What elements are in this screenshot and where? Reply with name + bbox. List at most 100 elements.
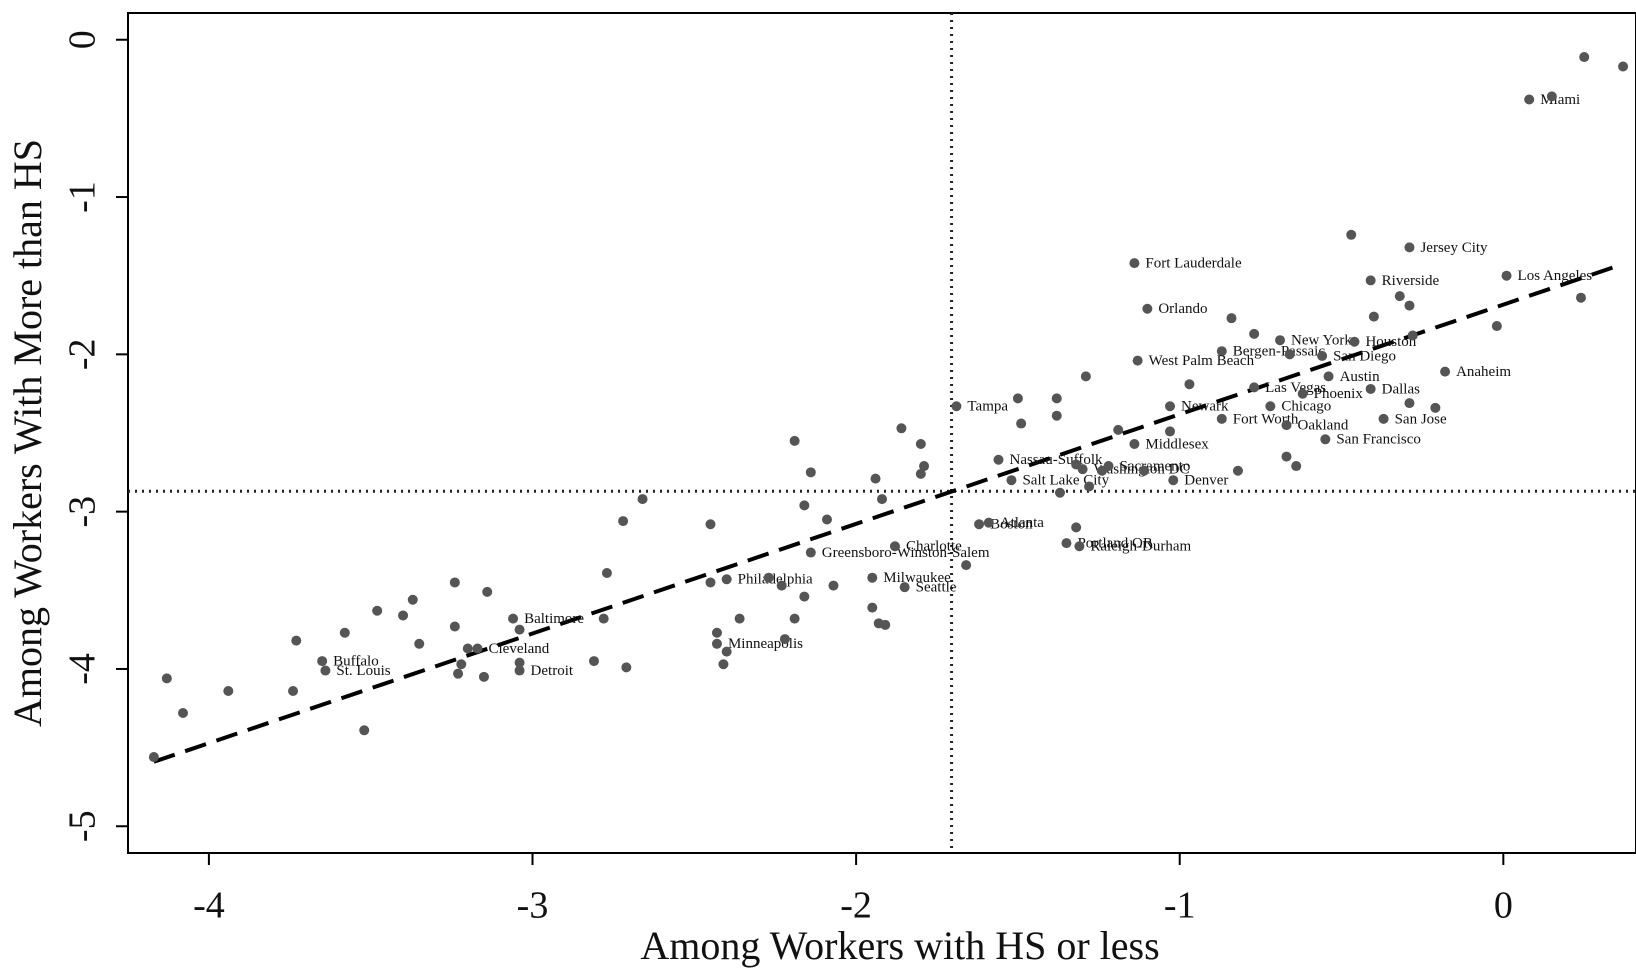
- point: [1216, 346, 1227, 357]
- point-label: Philadelphia: [738, 572, 813, 588]
- point: [867, 572, 878, 583]
- x-tick-label: -1: [1164, 885, 1196, 927]
- x-axis-label: Among Workers with HS or less: [640, 923, 1159, 968]
- point: [472, 643, 483, 654]
- point: [1346, 229, 1357, 240]
- point: [398, 610, 409, 621]
- point: [776, 580, 787, 591]
- point: [161, 673, 172, 684]
- point: [1404, 242, 1415, 253]
- point: [711, 627, 722, 638]
- point: [291, 635, 302, 646]
- point: [896, 423, 907, 434]
- point-label: Houston: [1365, 334, 1416, 350]
- point: [1016, 418, 1027, 429]
- point-label: St. Louis: [336, 663, 390, 679]
- point: [1546, 91, 1557, 102]
- point: [1061, 538, 1072, 549]
- point-label: Cleveland: [488, 641, 549, 657]
- point: [449, 577, 460, 588]
- point: [1284, 349, 1295, 360]
- point: [1129, 258, 1140, 269]
- point: [637, 494, 648, 505]
- point: [1113, 424, 1124, 435]
- point: [1501, 270, 1512, 281]
- point-label: Seattle: [916, 580, 957, 596]
- point: [993, 454, 1004, 465]
- point-label: San Diego: [1333, 348, 1396, 364]
- point: [514, 657, 525, 668]
- point: [178, 708, 189, 718]
- point: [148, 752, 159, 763]
- point-label: Portland OR: [1077, 536, 1152, 552]
- point: [598, 613, 609, 624]
- point: [1249, 328, 1260, 339]
- point: [1317, 350, 1328, 361]
- point-label: Jersey City: [1420, 240, 1488, 256]
- point-label: Tampa: [967, 399, 1008, 415]
- x-tick-label: -2: [840, 885, 872, 927]
- point: [1074, 541, 1085, 552]
- point: [621, 662, 632, 673]
- point: [1071, 459, 1082, 470]
- point: [1051, 410, 1062, 421]
- fit-line: [153, 264, 1618, 764]
- point: [1249, 382, 1260, 393]
- plot-frame: [127, 12, 1636, 854]
- y-tick-label: -1: [62, 181, 104, 213]
- point-label: Chicago: [1281, 399, 1331, 415]
- point-label: Salt Lake City: [1022, 473, 1109, 489]
- point-label: San Francisco: [1336, 432, 1421, 448]
- point: [1430, 402, 1441, 413]
- point: [1051, 393, 1062, 404]
- point: [1404, 398, 1415, 409]
- point: [1378, 413, 1389, 424]
- point-label: Anaheim: [1456, 364, 1511, 380]
- point: [1297, 388, 1308, 399]
- point-label: Bergen-Passaic: [1233, 344, 1326, 360]
- point: [951, 401, 962, 412]
- point-label: Detroit: [531, 663, 574, 679]
- point: [1012, 393, 1023, 404]
- point: [1132, 355, 1143, 366]
- point: [1139, 465, 1150, 476]
- point: [462, 643, 473, 654]
- point-label: Minneapolis: [728, 636, 803, 652]
- y-axis-label: Among Workers With More than HS: [5, 139, 50, 727]
- point: [1323, 371, 1334, 382]
- point: [805, 467, 816, 478]
- point-label: Milwaukee: [883, 570, 951, 586]
- point: [1365, 383, 1376, 394]
- point: [899, 582, 910, 593]
- point-label: Charlotte: [906, 539, 962, 555]
- point: [915, 439, 926, 450]
- point: [223, 685, 234, 696]
- point: [1440, 366, 1451, 377]
- point: [359, 725, 370, 736]
- point-label: Sacramento: [1120, 458, 1191, 474]
- point: [372, 605, 383, 616]
- point-label: Austin: [1340, 369, 1381, 385]
- y-tick-label: -3: [62, 496, 104, 528]
- point: [721, 574, 732, 585]
- point: [889, 541, 900, 552]
- point: [407, 594, 418, 605]
- point: [1168, 475, 1179, 486]
- point-label: Dallas: [1382, 381, 1420, 397]
- point: [1054, 487, 1065, 498]
- point-label: Las Vegas: [1265, 380, 1326, 396]
- x-tick-label: -4: [193, 885, 225, 927]
- point: [705, 577, 716, 588]
- y-tick-label: 0: [62, 30, 104, 49]
- point: [734, 613, 745, 624]
- point: [718, 659, 729, 670]
- point: [705, 519, 716, 530]
- point: [1291, 461, 1302, 472]
- point: [449, 621, 460, 632]
- point: [961, 560, 972, 571]
- point: [805, 547, 816, 558]
- point: [799, 591, 810, 602]
- point: [915, 468, 926, 479]
- point: [1575, 292, 1586, 303]
